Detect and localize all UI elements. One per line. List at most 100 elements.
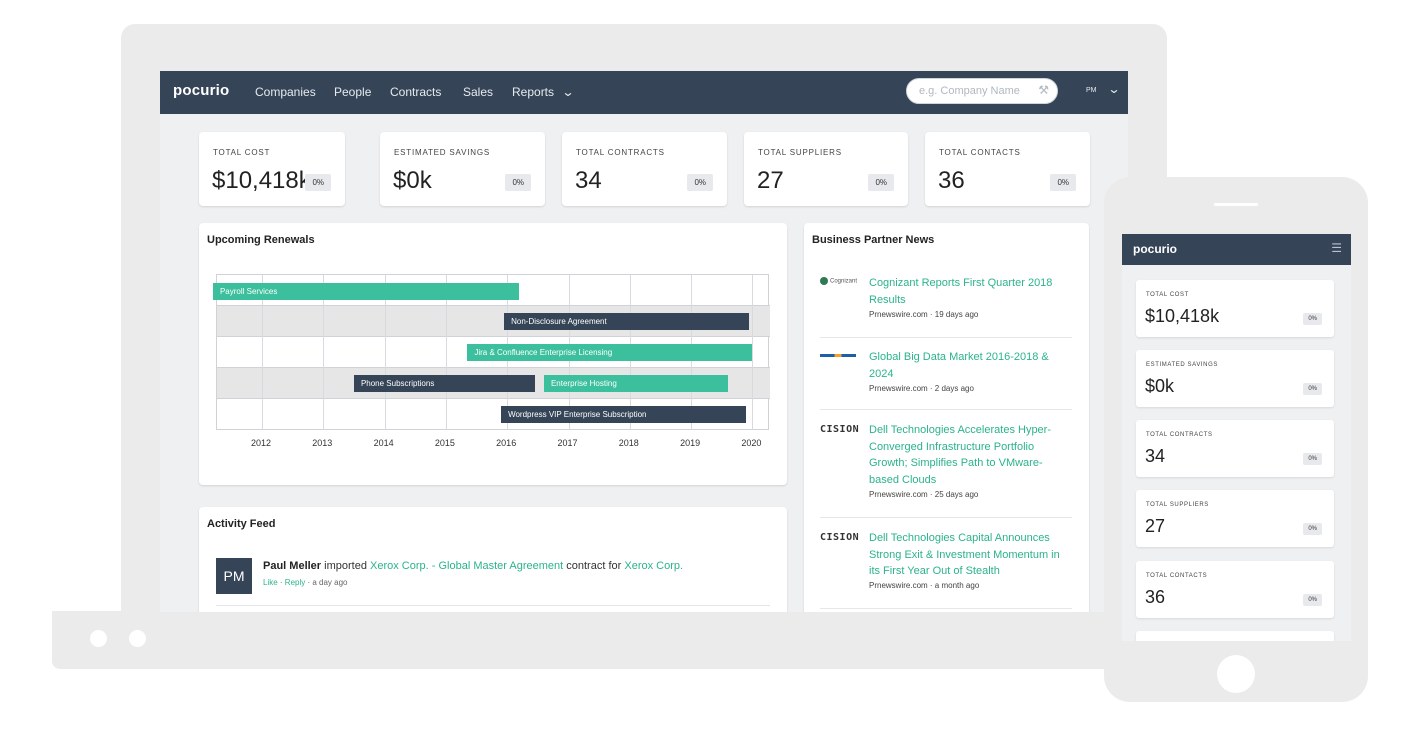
chevron-down-icon: ⌄ bbox=[561, 85, 575, 99]
stat-label: TOTAL SUPPLIERS bbox=[758, 148, 842, 157]
mobile-stat-card: TOTAL CONTRACTS 34 0% bbox=[1136, 420, 1334, 477]
news-source: Prnewswire.com · 2 days ago bbox=[869, 384, 974, 393]
mobile-navbar: pocurio ☰ bbox=[1122, 234, 1351, 265]
stat-value: $10,418k bbox=[212, 167, 311, 194]
stat-pct-badge: 0% bbox=[1303, 453, 1322, 465]
wrench-icon[interactable]: ⚒ bbox=[1038, 83, 1049, 97]
stat-label: TOTAL CONTRACTS bbox=[576, 148, 665, 157]
stat-label: TOTAL CONTACTS bbox=[939, 148, 1021, 157]
stat-pct-badge: 0% bbox=[1050, 174, 1076, 191]
search-input[interactable] bbox=[917, 84, 1031, 98]
brand-logo[interactable]: pocurio bbox=[1133, 242, 1177, 256]
phone-home-button[interactable] bbox=[1217, 655, 1255, 693]
gantt-row bbox=[217, 336, 770, 367]
chevron-down-icon[interactable]: ⌄ bbox=[1107, 82, 1121, 96]
stat-value: 36 bbox=[938, 167, 965, 194]
mobile-stat-card bbox=[1136, 631, 1334, 641]
contract-link[interactable]: Xerox Corp. - Global Master Agreement bbox=[370, 560, 564, 572]
gantt-bar[interactable]: Jira & Confluence Enterprise Licensing bbox=[467, 344, 753, 361]
gantt-gridline bbox=[384, 275, 386, 430]
nav-contracts[interactable]: Contracts bbox=[390, 85, 442, 99]
news-headline[interactable]: Cognizant Reports First Quarter 2018 Res… bbox=[869, 277, 1053, 306]
stat-label: ESTIMATED SAVINGS bbox=[394, 148, 490, 157]
gantt-row bbox=[217, 398, 770, 429]
gantt-year-tick: 2015 bbox=[434, 438, 455, 448]
avatar[interactable]: PM bbox=[216, 558, 252, 594]
activity-middle: contract for bbox=[566, 560, 622, 572]
research-logo-icon bbox=[820, 353, 858, 359]
gantt-year-tick: 2012 bbox=[250, 438, 272, 448]
stat-pct-badge: 0% bbox=[868, 174, 894, 191]
mobile-stat-card: TOTAL COST $10,418k 0% bbox=[1136, 280, 1334, 337]
gantt-year-tick: 2020 bbox=[741, 438, 762, 448]
stat-value: $0k bbox=[1145, 376, 1175, 396]
stat-pct-badge: 0% bbox=[1303, 383, 1322, 395]
gantt-gridline bbox=[445, 275, 447, 430]
panel-title: Business Partner News bbox=[812, 234, 935, 246]
stat-value: 27 bbox=[757, 167, 784, 194]
company-link[interactable]: Xerox Corp. bbox=[624, 560, 684, 572]
news-headline[interactable]: Global Big Data Market 2016-2018 & 2024 bbox=[869, 351, 1049, 380]
stat-value: 27 bbox=[1145, 516, 1166, 536]
like-link[interactable]: Like bbox=[263, 578, 278, 587]
stat-card-total-cost: TOTAL COST $10,418k 0% bbox=[199, 132, 345, 206]
nav-companies[interactable]: Companies bbox=[255, 85, 316, 99]
stat-value: $10,418k bbox=[1145, 306, 1220, 326]
activity-text: Paul Meller imported Xerox Corp. - Globa… bbox=[263, 560, 683, 572]
gantt-bar[interactable]: Non-Disclosure Agreement bbox=[504, 313, 750, 330]
gantt-gridline bbox=[323, 275, 325, 430]
stat-pct-badge: 0% bbox=[505, 174, 531, 191]
news-headline[interactable]: Dell Technologies Accelerates Hyper-Conv… bbox=[869, 424, 1051, 486]
stat-pct-badge: 0% bbox=[305, 174, 331, 191]
nav-reports-label: Reports bbox=[512, 85, 555, 99]
laptop-dot bbox=[129, 630, 146, 647]
gantt-year-tick: 2017 bbox=[557, 438, 578, 448]
activity-time: a day ago bbox=[312, 578, 348, 587]
nav-reports[interactable]: Reports ⌄ bbox=[512, 85, 575, 99]
news-item[interactable]: CISION Dell Technologies Capital Announc… bbox=[820, 530, 1072, 609]
news-item[interactable]: Cognizant Cognizant Reports First Quarte… bbox=[820, 275, 1072, 338]
laptop-base bbox=[52, 611, 1232, 669]
nav-people[interactable]: People bbox=[334, 85, 372, 99]
cognizant-logo-icon: Cognizant bbox=[820, 277, 858, 285]
gantt-gridline bbox=[262, 275, 263, 430]
stat-pct-badge: 0% bbox=[1303, 313, 1322, 325]
mobile-stat-card: TOTAL CONTACTS 36 0% bbox=[1136, 561, 1334, 618]
mobile-stat-card: TOTAL SUPPLIERS 27 0% bbox=[1136, 490, 1334, 547]
stat-card-total-contracts: TOTAL CONTRACTS 34 0% bbox=[562, 132, 727, 206]
cision-logo-icon: CISION bbox=[820, 532, 860, 543]
news-headline[interactable]: Dell Technologies Capital Announces Stro… bbox=[869, 532, 1060, 577]
news-source: Prnewswire.com · 25 days ago bbox=[869, 490, 979, 499]
stat-label: ESTIMATED SAVINGS bbox=[1146, 362, 1218, 368]
activity-action: imported bbox=[324, 560, 367, 572]
laptop-dot bbox=[90, 630, 107, 647]
activity-user[interactable]: Paul Meller bbox=[263, 560, 322, 572]
stat-label: TOTAL COST bbox=[213, 148, 271, 157]
panel-title: Upcoming Renewals bbox=[207, 234, 315, 246]
nav-sales[interactable]: Sales bbox=[463, 85, 494, 99]
top-navbar: pocurio Companies People Contracts Sales… bbox=[160, 71, 1128, 114]
gantt-bar[interactable]: Payroll Services bbox=[212, 283, 520, 300]
stat-value: $0k bbox=[393, 167, 432, 194]
user-initials[interactable]: PM bbox=[1086, 87, 1097, 94]
search-box[interactable]: ⚒ bbox=[906, 78, 1058, 104]
hamburger-icon[interactable]: ☰ bbox=[1331, 241, 1342, 255]
stat-value: 34 bbox=[575, 167, 602, 194]
panel-title: Activity Feed bbox=[207, 518, 276, 530]
news-item[interactable]: Global Big Data Market 2016-2018 & 2024 … bbox=[820, 349, 1072, 410]
activity-feed-panel: Activity Feed PM Paul Meller imported Xe… bbox=[199, 507, 787, 612]
stat-card-total-contacts: TOTAL CONTACTS 36 0% bbox=[925, 132, 1090, 206]
reply-link[interactable]: Reply bbox=[284, 578, 306, 587]
gantt-bar[interactable]: Enterprise Hosting bbox=[543, 375, 728, 392]
business-partner-news-panel: Business Partner News Cognizant Cognizan… bbox=[804, 223, 1089, 612]
gantt-bar[interactable]: Wordpress VIP Enterprise Subscription bbox=[501, 406, 747, 423]
stat-value: 36 bbox=[1145, 587, 1166, 607]
divider bbox=[216, 605, 770, 606]
gantt-bar[interactable]: Phone Subscriptions bbox=[353, 375, 535, 392]
renewals-gantt-chart: Payroll Services Non-Disclosure Agreement… bbox=[212, 274, 770, 430]
stat-pct-badge: 0% bbox=[687, 174, 713, 191]
news-item[interactable]: CISION Dell Technologies Accelerates Hyp… bbox=[820, 422, 1072, 518]
stat-card-total-suppliers: TOTAL SUPPLIERS 27 0% bbox=[744, 132, 908, 206]
stat-label: TOTAL CONTACTS bbox=[1146, 573, 1208, 579]
brand-logo[interactable]: pocurio bbox=[173, 82, 230, 99]
